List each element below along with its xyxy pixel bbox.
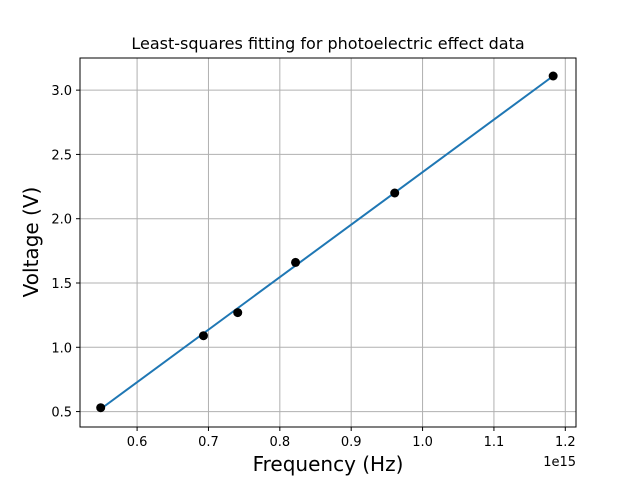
data-point	[291, 257, 301, 267]
x-tick-label: 1.2	[555, 435, 576, 450]
x-tick-label: 0.6	[127, 435, 148, 450]
x-tick-label: 1.0	[412, 435, 433, 450]
data-point	[96, 403, 106, 413]
data-points-series	[96, 71, 558, 413]
y-tick-label: 1.5	[51, 277, 72, 292]
x-axis-title: Frequency (Hz)	[253, 452, 404, 476]
x-axis-ticks: 0.6 0.7 0.8 0.9 1.0 1.1 1.2	[127, 427, 576, 450]
data-point	[390, 188, 400, 198]
y-tick-label: 2.5	[51, 148, 72, 163]
data-point	[233, 308, 243, 318]
y-tick-label: 3.0	[51, 84, 72, 99]
y-tick-label: 1.0	[51, 341, 72, 356]
data-point	[198, 331, 208, 341]
y-axis-ticks: 0.5 1.0 1.5 2.0 2.5 3.0	[51, 84, 80, 421]
data-point	[548, 71, 558, 81]
plot-frame	[79, 57, 577, 428]
x-tick-label: 0.8	[269, 435, 290, 450]
x-tick-label: 1.1	[484, 435, 505, 450]
x-axis-offset-label: 1e15	[543, 455, 576, 470]
y-tick-label: 2.0	[51, 213, 72, 228]
fit-line-series	[100, 75, 554, 410]
x-tick-label: 0.9	[341, 435, 362, 450]
fit-line	[100, 75, 554, 410]
y-axis-title: Voltage (V)	[19, 187, 43, 298]
y-tick-label: 0.5	[51, 406, 72, 421]
x-tick-label: 0.7	[198, 435, 219, 450]
chart-title: Least-squares fitting for photoelectric …	[131, 34, 524, 53]
